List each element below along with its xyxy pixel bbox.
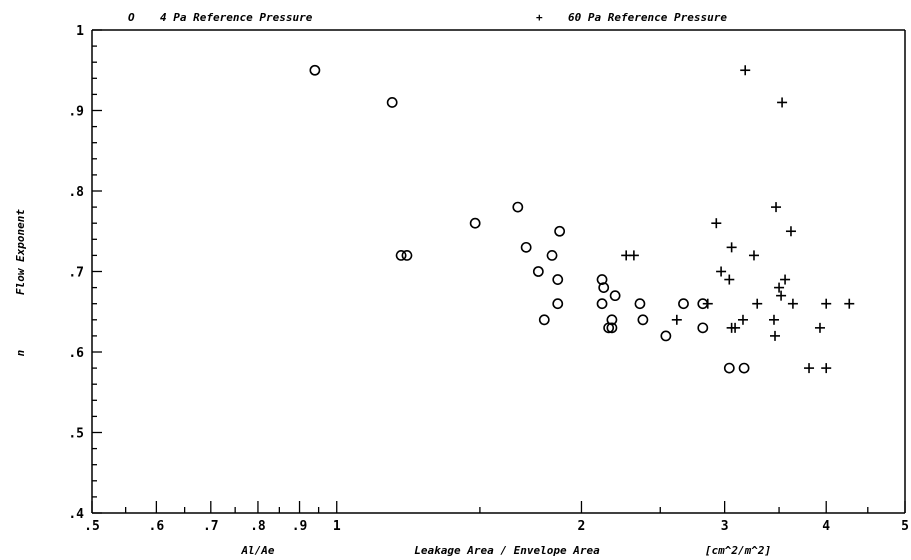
data-point-plus (768, 314, 779, 325)
x-axis-short-label: Al/Ae (240, 544, 274, 557)
x-axis-ticks: .5 .6 .7 .8 .9 1 2 3 4 5 (84, 501, 909, 534)
data-point-circle (723, 362, 735, 374)
data-point-plus (748, 250, 759, 261)
data-point-circle (609, 290, 621, 302)
x-tick-label: .7 (203, 519, 219, 534)
data-point-circle (634, 298, 646, 310)
data-point-circle (554, 225, 566, 237)
x-tick-label: 4 (822, 519, 830, 534)
data-point-circle (532, 266, 544, 277)
data-point-circle (552, 298, 564, 310)
data-point-plus (777, 97, 788, 108)
y-axis-ticks: .4 .5 .6 .7 .8 .9 1 (68, 24, 102, 522)
series-1 (309, 64, 750, 374)
data-point-circle (538, 314, 550, 326)
data-point-plus (671, 314, 682, 325)
y-axis-title: Flow Exponent n (14, 209, 27, 357)
x-tick-label: 2 (578, 519, 586, 534)
y-tick-label: .7 (68, 266, 84, 281)
data-point-plus (740, 65, 751, 76)
data-point-plus (804, 363, 815, 374)
data-point-circle (606, 322, 618, 334)
data-point-plus (787, 298, 798, 309)
data-point-circle (697, 322, 709, 334)
x-tick-label: .9 (292, 519, 308, 534)
data-point-circle (386, 97, 398, 108)
data-point-circle (395, 249, 407, 261)
legend-marker-circle: O (128, 11, 135, 24)
data-point-circle (546, 249, 558, 261)
data-point-plus (628, 250, 639, 261)
data-point-circle (606, 314, 618, 326)
data-point-circle (678, 298, 689, 310)
data-point-plus (726, 242, 737, 253)
data-point-plus (814, 322, 825, 333)
data-point-plus (821, 363, 832, 374)
x-tick-label: .6 (149, 519, 165, 534)
data-point-plus (711, 218, 722, 229)
legend-label-60pa: 60 Pa Reference Pressure (568, 11, 727, 24)
data-point-circle (660, 330, 672, 342)
x-tick-label: .8 (250, 519, 266, 534)
data-point-plus (774, 282, 785, 293)
data-point-circle (637, 314, 649, 326)
data-point-circle (596, 298, 608, 310)
data-point-circle (596, 274, 608, 285)
x-tick-label: .5 (84, 519, 100, 534)
legend: O 4 Pa Reference Pressure + 60 Pa Refere… (128, 11, 727, 24)
data-point-plus (776, 290, 787, 301)
data-point-plus (702, 298, 713, 309)
x-tick-label: 3 (721, 519, 729, 534)
data-point-plus (737, 314, 748, 325)
data-point-circle (401, 249, 413, 261)
data-point-circle (738, 362, 750, 374)
y-tick-label: .4 (68, 507, 84, 522)
data-point-plus (771, 202, 782, 213)
data-point-plus (844, 298, 855, 309)
data-point-plus (716, 266, 727, 277)
data-point-plus (770, 330, 781, 341)
legend-marker-plus: + (536, 11, 543, 24)
series-2 (621, 65, 855, 374)
data-point-circle (512, 201, 524, 213)
legend-label-4pa: 4 Pa Reference Pressure (160, 11, 313, 24)
y-tick-label: .8 (68, 185, 84, 200)
data-point-plus (785, 226, 796, 237)
data-point-circle (469, 217, 481, 229)
data-point-circle (309, 64, 321, 76)
x-axis-units: [cm^2/m^2] (705, 544, 771, 557)
data-points (309, 64, 855, 374)
y-tick-label: .5 (68, 427, 84, 442)
y-axis-label: Flow Exponent (14, 209, 27, 295)
x-tick-label: 1 (333, 519, 341, 534)
data-point-plus (730, 322, 741, 333)
y-tick-label: 1 (76, 24, 84, 39)
data-point-circle (552, 274, 564, 285)
x-axis-title: Al/Ae Leakage Area / Envelope Area [cm^2… (240, 544, 771, 557)
x-tick-label: 5 (901, 519, 909, 534)
y-tick-label: .9 (68, 105, 84, 120)
data-point-plus (780, 274, 791, 285)
y-axis-symbol: n (14, 349, 27, 356)
x-axis-label: Leakage Area / Envelope Area (414, 544, 600, 557)
data-point-plus (752, 298, 763, 309)
data-point-circle (598, 282, 610, 293)
y-tick-label: .6 (68, 346, 84, 361)
data-point-plus (724, 274, 735, 285)
data-point-circle (520, 241, 532, 253)
data-point-plus (821, 298, 832, 309)
